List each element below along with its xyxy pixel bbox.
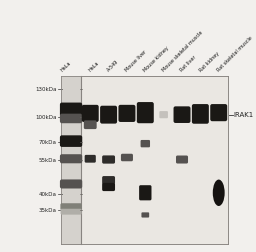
Text: Mouse liver: Mouse liver bbox=[125, 50, 148, 73]
FancyBboxPatch shape bbox=[210, 104, 227, 121]
FancyBboxPatch shape bbox=[102, 176, 115, 184]
FancyBboxPatch shape bbox=[159, 111, 168, 118]
Text: Mouse kidney: Mouse kidney bbox=[143, 46, 170, 73]
Text: 130kDa: 130kDa bbox=[35, 87, 57, 92]
FancyBboxPatch shape bbox=[119, 105, 135, 122]
FancyBboxPatch shape bbox=[176, 155, 188, 164]
FancyBboxPatch shape bbox=[141, 212, 149, 217]
FancyBboxPatch shape bbox=[84, 120, 97, 129]
Text: Rat liver: Rat liver bbox=[180, 55, 198, 73]
FancyBboxPatch shape bbox=[139, 185, 152, 200]
FancyBboxPatch shape bbox=[102, 183, 115, 191]
FancyBboxPatch shape bbox=[60, 103, 82, 117]
Ellipse shape bbox=[213, 179, 225, 206]
FancyBboxPatch shape bbox=[102, 155, 115, 164]
FancyBboxPatch shape bbox=[60, 114, 82, 123]
Bar bbox=[61, 76, 81, 244]
Text: A-549: A-549 bbox=[106, 59, 120, 73]
Text: 70kDa: 70kDa bbox=[39, 140, 57, 145]
FancyBboxPatch shape bbox=[82, 105, 99, 122]
FancyBboxPatch shape bbox=[60, 135, 82, 147]
Text: 55kDa: 55kDa bbox=[39, 158, 57, 163]
FancyBboxPatch shape bbox=[137, 102, 154, 123]
FancyBboxPatch shape bbox=[192, 104, 209, 124]
FancyBboxPatch shape bbox=[85, 155, 96, 163]
FancyBboxPatch shape bbox=[60, 179, 82, 188]
Text: HeLa: HeLa bbox=[60, 61, 72, 73]
Bar bbox=[61, 76, 228, 244]
FancyBboxPatch shape bbox=[174, 106, 190, 123]
Text: IRAK1: IRAK1 bbox=[234, 112, 254, 118]
FancyBboxPatch shape bbox=[121, 154, 133, 161]
FancyBboxPatch shape bbox=[100, 106, 117, 124]
Text: 35kDa: 35kDa bbox=[39, 208, 57, 213]
Text: Rat kidney: Rat kidney bbox=[198, 51, 220, 73]
Text: Mouse skeletal muscle: Mouse skeletal muscle bbox=[161, 30, 204, 73]
FancyBboxPatch shape bbox=[60, 203, 82, 210]
Text: 40kDa: 40kDa bbox=[39, 192, 57, 197]
FancyBboxPatch shape bbox=[141, 140, 150, 147]
FancyBboxPatch shape bbox=[60, 154, 82, 163]
Text: HeLa: HeLa bbox=[88, 61, 100, 73]
Text: Rat skeletal muscle: Rat skeletal muscle bbox=[216, 36, 254, 73]
Text: 100kDa: 100kDa bbox=[35, 115, 57, 120]
FancyBboxPatch shape bbox=[61, 209, 82, 215]
